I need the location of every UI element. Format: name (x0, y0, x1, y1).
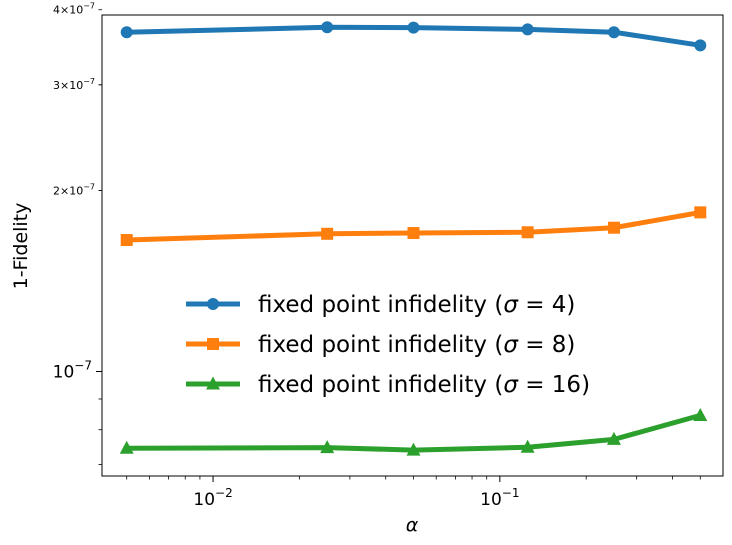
x-tick-label: 10−1 (480, 486, 519, 510)
data-point (120, 26, 133, 39)
data-point (607, 26, 620, 39)
series-line (124, 412, 703, 453)
series-2 (120, 206, 707, 247)
x-tick-label: 10−2 (193, 486, 232, 510)
data-point (606, 431, 621, 445)
axes-frame (101, 14, 724, 477)
data-point (693, 407, 708, 421)
data-point (320, 440, 335, 454)
x-axis-label: α (406, 514, 419, 536)
legend-marker (206, 376, 220, 390)
data-point (521, 226, 534, 239)
legend-label: fixed point infidelity (σ = 4) (258, 292, 575, 318)
y-tick-label: 2×10−7 (53, 183, 95, 198)
y-axis-label: 1-Fidelity (10, 203, 32, 290)
data-point (694, 206, 707, 219)
data-point (119, 440, 134, 454)
legend-item-2: fixed point infidelity (σ = 8) (186, 332, 575, 358)
data-point (520, 439, 535, 453)
y-tick-label: 10−7 (53, 358, 92, 382)
series-line (124, 209, 703, 243)
y-tick-label: 4×10−7 (53, 2, 95, 17)
data-point (521, 23, 534, 36)
legend-label: fixed point infidelity (σ = 16) (258, 372, 590, 398)
legend-item-3: fixed point infidelity (σ = 16) (186, 372, 590, 398)
legend-label: fixed point infidelity (σ = 8) (258, 332, 575, 358)
legend-marker (207, 298, 219, 310)
data-point (607, 221, 620, 234)
legend-marker (207, 338, 219, 350)
series-line (124, 24, 703, 48)
data-point (321, 21, 334, 34)
series-1 (120, 21, 707, 52)
data-point (120, 234, 133, 247)
series-3 (119, 407, 708, 456)
data-point (694, 39, 707, 52)
data-point (406, 442, 421, 456)
data-point (407, 227, 420, 240)
axis-ticks: 10−2 10−1 10−7 2×10−7 3×10−7 4×10−7 (53, 2, 701, 510)
data-point (321, 227, 334, 240)
legend-item-1: fixed point infidelity (σ = 4) (186, 292, 575, 318)
data-point (407, 21, 420, 34)
plot-area (119, 21, 708, 456)
y-tick-label: 3×10−7 (53, 77, 95, 92)
legend: fixed point infidelity (σ = 4) fixed poin… (186, 292, 590, 398)
